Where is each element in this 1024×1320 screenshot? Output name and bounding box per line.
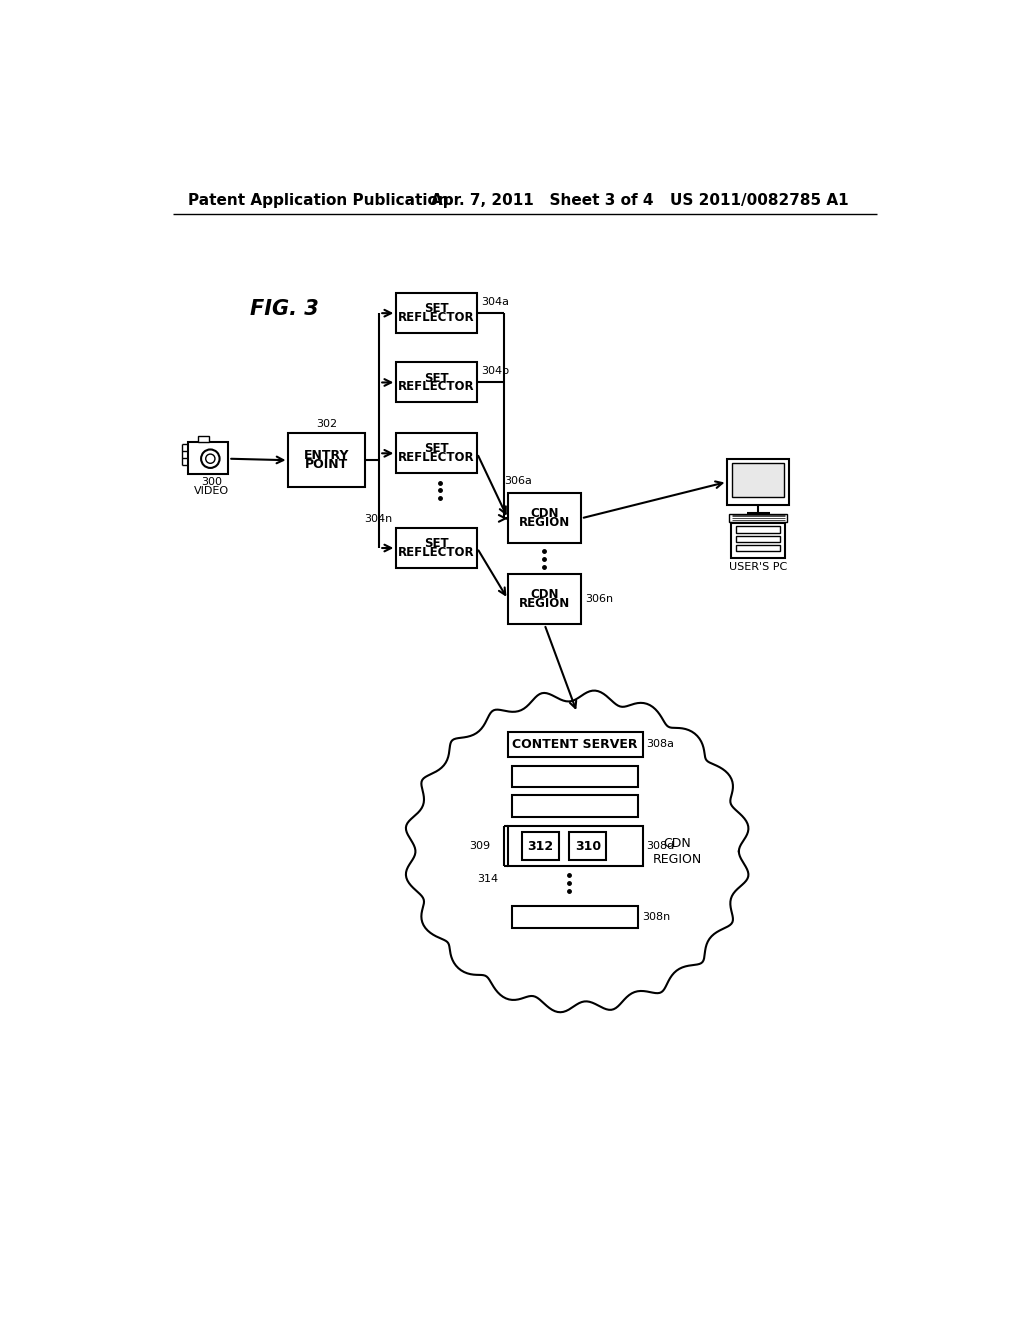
FancyBboxPatch shape xyxy=(396,293,477,333)
Text: 306a: 306a xyxy=(504,475,531,486)
Text: US 2011/0082785 A1: US 2011/0082785 A1 xyxy=(670,193,848,209)
FancyBboxPatch shape xyxy=(188,442,228,474)
Text: 308n: 308n xyxy=(642,912,670,921)
Circle shape xyxy=(206,454,215,463)
Text: CDN: CDN xyxy=(530,507,559,520)
Text: 300: 300 xyxy=(201,477,222,487)
Text: 306n: 306n xyxy=(585,594,613,605)
FancyBboxPatch shape xyxy=(508,574,581,624)
FancyBboxPatch shape xyxy=(512,906,638,928)
Text: Patent Application Publication: Patent Application Publication xyxy=(188,193,450,209)
Text: 304a: 304a xyxy=(481,297,509,308)
FancyBboxPatch shape xyxy=(731,524,785,558)
Text: REGION: REGION xyxy=(519,597,570,610)
FancyBboxPatch shape xyxy=(729,515,787,521)
Text: REFLECTOR: REFLECTOR xyxy=(398,380,475,393)
Text: 308d: 308d xyxy=(646,841,675,851)
FancyBboxPatch shape xyxy=(736,536,780,543)
FancyBboxPatch shape xyxy=(569,832,606,859)
FancyBboxPatch shape xyxy=(508,733,643,756)
FancyBboxPatch shape xyxy=(396,363,477,403)
Text: REFLECTOR: REFLECTOR xyxy=(398,451,475,465)
FancyBboxPatch shape xyxy=(508,826,643,866)
Text: REGION: REGION xyxy=(652,853,701,866)
Text: VIDEO: VIDEO xyxy=(194,486,229,496)
Text: 310: 310 xyxy=(574,840,601,853)
Text: FIG. 3: FIG. 3 xyxy=(250,298,318,318)
FancyBboxPatch shape xyxy=(736,527,780,533)
Text: SET: SET xyxy=(424,537,449,550)
Polygon shape xyxy=(406,690,749,1012)
FancyBboxPatch shape xyxy=(736,545,780,552)
FancyBboxPatch shape xyxy=(508,494,581,544)
Text: 304n: 304n xyxy=(365,513,392,524)
FancyBboxPatch shape xyxy=(521,832,559,859)
FancyBboxPatch shape xyxy=(396,433,477,474)
Text: 314: 314 xyxy=(477,874,499,884)
Text: CDN: CDN xyxy=(530,589,559,602)
Text: SET: SET xyxy=(424,442,449,455)
Text: REFLECTOR: REFLECTOR xyxy=(398,546,475,558)
Text: USER'S PC: USER'S PC xyxy=(729,562,787,573)
Circle shape xyxy=(201,449,219,469)
FancyBboxPatch shape xyxy=(289,433,366,487)
Text: 309: 309 xyxy=(469,841,490,851)
Text: Apr. 7, 2011   Sheet 3 of 4: Apr. 7, 2011 Sheet 3 of 4 xyxy=(431,193,653,209)
FancyBboxPatch shape xyxy=(512,795,638,817)
FancyBboxPatch shape xyxy=(512,766,638,788)
Text: ENTRY: ENTRY xyxy=(304,449,349,462)
FancyBboxPatch shape xyxy=(198,436,209,442)
Text: SET: SET xyxy=(424,302,449,315)
Text: CDN: CDN xyxy=(664,837,691,850)
FancyBboxPatch shape xyxy=(396,528,477,568)
Text: CONTENT SERVER: CONTENT SERVER xyxy=(512,738,638,751)
Text: 304b: 304b xyxy=(481,367,509,376)
Text: SET: SET xyxy=(424,371,449,384)
Text: 302: 302 xyxy=(316,418,338,429)
FancyBboxPatch shape xyxy=(727,459,788,506)
Text: 308a: 308a xyxy=(646,739,675,750)
Text: 312: 312 xyxy=(527,840,553,853)
Text: REFLECTOR: REFLECTOR xyxy=(398,312,475,325)
FancyBboxPatch shape xyxy=(732,463,784,498)
Text: POINT: POINT xyxy=(305,458,348,471)
Text: REGION: REGION xyxy=(519,516,570,529)
